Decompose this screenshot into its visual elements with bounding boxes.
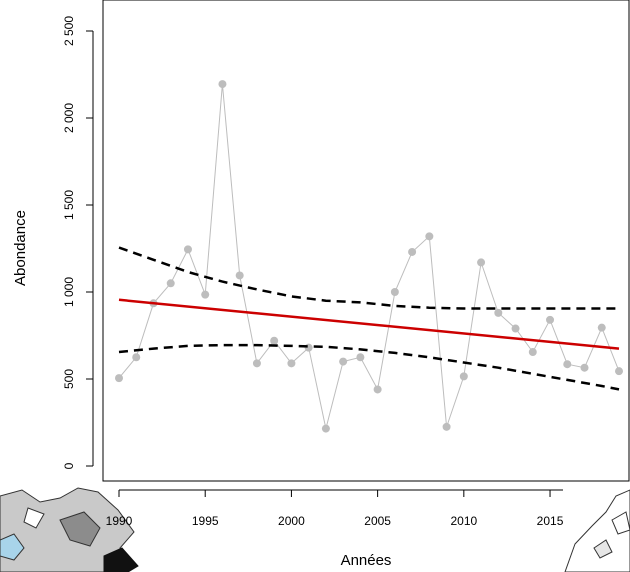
plot-area-frame <box>102 0 630 482</box>
observed-point <box>494 308 503 317</box>
upper-bound-line <box>118 246 619 310</box>
x-tick-label: 2015 <box>537 514 564 528</box>
observed-point <box>201 290 210 299</box>
y-ticks: 0 500 1 000 1 500 2 000 2 500 <box>62 16 93 469</box>
observed-point <box>546 315 555 324</box>
x-tick-label: 2005 <box>364 514 391 528</box>
lower-bound-line <box>118 343 620 391</box>
y-tick-label: 500 <box>62 369 76 389</box>
observed-point <box>615 367 623 376</box>
observed-point <box>183 245 192 254</box>
observed-point <box>511 324 520 333</box>
y-tick-label: 2 500 <box>62 16 76 46</box>
y-tick-label: 1 000 <box>62 277 76 307</box>
map-fragment-right <box>564 489 630 572</box>
observed-point <box>321 424 330 433</box>
observed-point <box>390 288 399 296</box>
observed-point <box>252 359 261 368</box>
observed-point <box>477 258 486 267</box>
y-axis-title: Abondance <box>12 210 29 286</box>
observed-point <box>528 348 537 357</box>
y-axis: 0 500 1 000 1 500 2 000 2 500 <box>62 16 94 469</box>
observed-point <box>356 353 365 362</box>
observed-point <box>235 271 244 280</box>
observed-point <box>580 363 589 372</box>
observed-point <box>459 372 468 381</box>
y-tick-label: 2 000 <box>62 103 76 133</box>
x-axis-title: Années <box>341 552 392 569</box>
observed-point <box>115 374 123 383</box>
x-tick-label: 1990 <box>106 514 133 528</box>
observed-point <box>218 80 227 89</box>
series-layer <box>115 80 623 433</box>
x-ticks: 1990 1995 2000 2005 2010 2015 <box>106 490 564 528</box>
observed-line <box>118 84 620 429</box>
map-fragment-left <box>0 487 139 572</box>
observed-point <box>563 360 572 369</box>
y-tick-label: 1 500 <box>62 190 76 220</box>
y-tick-label: 0 <box>62 462 76 469</box>
x-tick-label: 1995 <box>192 514 219 528</box>
observed-point <box>132 353 141 362</box>
observed-point <box>425 232 434 241</box>
observed-point <box>373 385 382 394</box>
observed-point <box>442 422 451 431</box>
observed-point <box>287 359 296 368</box>
observed-point <box>270 336 279 345</box>
x-tick-label: 2000 <box>278 514 305 528</box>
observed-point <box>166 279 175 288</box>
observed-point <box>597 323 606 332</box>
observed-point <box>408 247 417 256</box>
x-tick-label: 2010 <box>450 514 477 528</box>
observed-point <box>339 357 348 366</box>
trend-line <box>118 298 620 350</box>
observed-point <box>304 343 313 352</box>
x-axis: 1990 1995 2000 2005 2010 2015 <box>106 489 564 528</box>
